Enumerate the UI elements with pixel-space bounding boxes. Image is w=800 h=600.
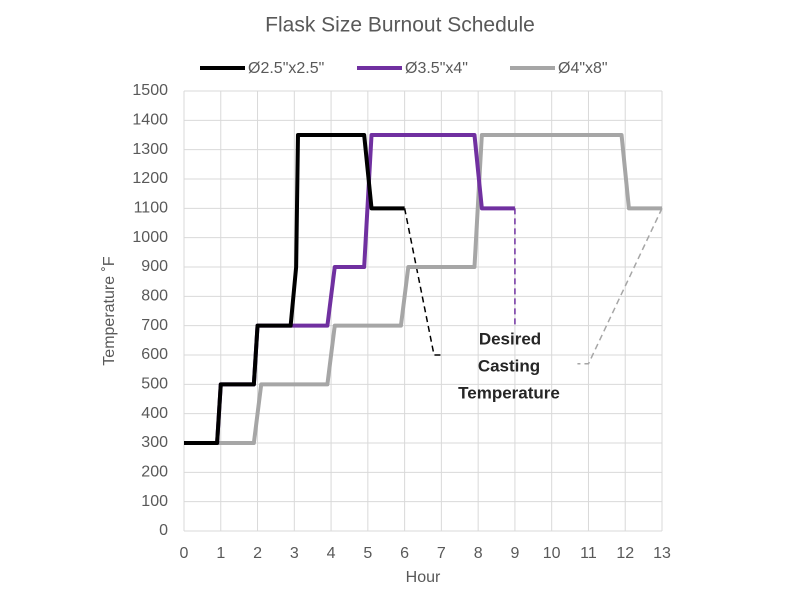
x-tick-label: 5 (363, 545, 372, 562)
y-tick-label: 800 (141, 288, 168, 305)
series-line (184, 133, 662, 445)
y-tick-label: 900 (141, 258, 168, 275)
x-tick-label: 4 (327, 545, 336, 562)
annotation: Temperature (458, 383, 560, 402)
legend-label: Ø2.5"x2.5" (248, 60, 324, 77)
x-tick-label: 13 (653, 545, 671, 562)
y-tick-label: 100 (141, 493, 168, 510)
series-line (184, 133, 405, 445)
y-tick-label: 1300 (132, 141, 168, 158)
y-tick-label: 1000 (132, 229, 168, 246)
guide-line (577, 208, 663, 365)
legend-label: Ø3.5"x4" (405, 60, 468, 77)
y-axis-label: Temperature ˚F (101, 256, 118, 366)
y-tick-label: 700 (141, 317, 168, 334)
y-tick-label: 200 (141, 464, 168, 481)
guide-line (403, 208, 442, 356)
x-tick-label: 8 (474, 545, 483, 562)
x-tick-label: 9 (510, 545, 519, 562)
x-tick-label: 10 (543, 545, 561, 562)
x-tick-label: 12 (616, 545, 634, 562)
y-tick-label: 1500 (132, 82, 168, 99)
y-tick-label: 0 (159, 522, 168, 539)
y-tick-label: 1200 (132, 170, 168, 187)
y-tick-label: 300 (141, 434, 168, 451)
y-tick-label: 500 (141, 376, 168, 393)
annotation: Casting (478, 356, 540, 375)
y-tick-label: 400 (141, 405, 168, 422)
y-tick-label: 600 (141, 346, 168, 363)
x-axis-label: Hour (406, 569, 441, 586)
x-tick-label: 6 (400, 545, 409, 562)
x-tick-label: 1 (216, 545, 225, 562)
y-tick-label: 1400 (132, 112, 168, 129)
chart-title: Flask Size Burnout Schedule (265, 14, 535, 37)
x-tick-label: 11 (580, 545, 597, 562)
annotation: Desired (479, 329, 541, 348)
x-tick-label: 2 (253, 545, 262, 562)
y-tick-label: 1100 (134, 200, 169, 217)
x-tick-label: 3 (290, 545, 299, 562)
x-tick-label: 7 (437, 545, 446, 562)
x-tick-label: 0 (180, 545, 189, 562)
legend-label: Ø4"x8" (558, 60, 608, 77)
